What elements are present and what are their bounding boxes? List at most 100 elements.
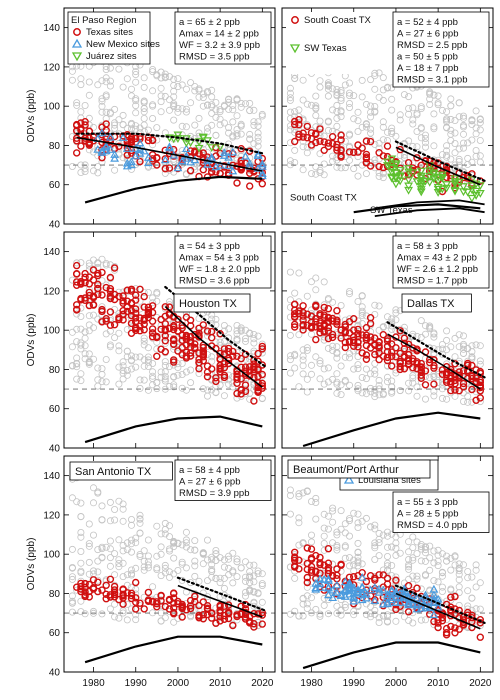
gray-site-point (199, 589, 207, 597)
gray-site-point (144, 564, 152, 572)
series-point (195, 324, 203, 332)
y-tick-label: 120 (43, 286, 60, 297)
series-point (102, 283, 110, 292)
series-point (404, 350, 413, 359)
series-point (233, 375, 241, 383)
series-point (258, 370, 266, 379)
gray-site-point (333, 546, 341, 554)
gray-site-point (94, 568, 102, 576)
gray-site-point (434, 557, 442, 565)
series-point (291, 117, 299, 126)
gray-site-point (379, 531, 387, 539)
series-point (459, 379, 468, 388)
series-point (148, 329, 157, 337)
gray-site-point (115, 363, 123, 371)
series-point (216, 330, 224, 338)
gray-site-point (451, 139, 459, 147)
series-point (350, 342, 358, 350)
gray-site-point (476, 342, 484, 350)
legend-label: Texas sites (86, 27, 133, 38)
gray-site-point (77, 370, 85, 378)
series-point (425, 178, 435, 187)
series-point (472, 377, 480, 386)
gray-site-point (341, 164, 349, 172)
gray-site-point (98, 97, 106, 105)
series-point (215, 160, 225, 169)
gray-site-point (127, 605, 135, 613)
series-point (433, 177, 443, 186)
series-point (303, 559, 311, 568)
gray-site-point (233, 112, 241, 120)
gray-site-point (149, 68, 157, 76)
gray-site-point (388, 315, 396, 323)
gray-site-point (341, 554, 349, 562)
gray-site-point (254, 137, 262, 145)
series-point (430, 356, 438, 364)
series-point (291, 300, 299, 309)
gray-site-point (286, 84, 294, 92)
gray-site-point (291, 352, 299, 360)
gray-site-point (371, 370, 379, 378)
gray-site-point (430, 392, 438, 400)
gray-site-point (291, 574, 299, 582)
gray-site-point (371, 72, 379, 80)
series-point (299, 308, 307, 317)
gray-site-point (165, 73, 173, 81)
panel-title: San Antonio TX (69, 461, 173, 481)
series-point (186, 157, 196, 166)
series-point (430, 617, 438, 626)
gray-site-point (203, 149, 211, 157)
gray-site-point (312, 353, 320, 361)
gray-site-point (153, 522, 161, 530)
gray-site-point (178, 370, 186, 378)
gray-site-point (73, 325, 81, 333)
series-point (362, 331, 371, 339)
gray-site-point (345, 290, 353, 298)
gray-site-point (174, 104, 182, 112)
series-point (169, 610, 178, 618)
gray-site-point (246, 135, 254, 143)
gray-site-point (375, 381, 383, 389)
gray-site-point (375, 139, 383, 147)
gray-site-point (220, 101, 228, 109)
gray-site-point (170, 93, 178, 101)
series-point (413, 364, 421, 373)
series-point (409, 355, 417, 363)
panel-frame (281, 231, 494, 449)
gray-site-point (392, 316, 400, 324)
gray-site-point (451, 165, 459, 173)
gray-site-point (312, 92, 320, 100)
gray-site-point (324, 512, 332, 520)
series-point (404, 582, 413, 590)
series-point (375, 344, 383, 352)
gray-site-point (111, 613, 119, 621)
gray-site-point (341, 81, 349, 89)
series-point (203, 327, 212, 335)
series-point (366, 137, 375, 146)
gray-site-point (476, 158, 484, 166)
panel-title-text: Beaumont/Port Arthur (293, 464, 399, 476)
fit-solid-line (164, 306, 263, 388)
gray-site-point (299, 600, 307, 608)
gray-site-point (316, 168, 324, 176)
series-point (409, 164, 417, 172)
gray-site-point (312, 170, 320, 178)
series-point (323, 590, 333, 599)
gray-site-point (102, 123, 110, 131)
parameter-text: WF = 2.6 ± 1.2 ppb (397, 264, 478, 275)
gray-site-point (161, 519, 169, 527)
gray-site-point (299, 540, 307, 548)
gray-site-point (85, 558, 93, 566)
gray-site-point (178, 147, 186, 155)
gray-site-point (320, 365, 328, 373)
gray-site-point (451, 552, 459, 560)
series-point (383, 342, 392, 350)
gray-site-point (140, 337, 148, 345)
series-point (161, 348, 170, 356)
series-point (144, 313, 153, 322)
series-point (136, 135, 144, 143)
gray-site-point (354, 381, 362, 389)
gray-site-point (455, 157, 463, 165)
gray-site-point (303, 344, 311, 352)
gray-site-point (216, 108, 224, 116)
